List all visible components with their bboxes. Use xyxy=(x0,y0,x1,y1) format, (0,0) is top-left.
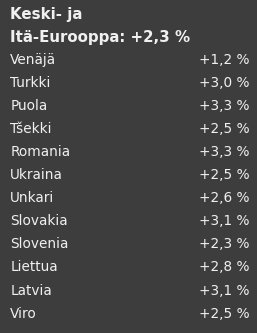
Text: +3,1 %: +3,1 % xyxy=(199,214,249,228)
Text: +2,3 %: +2,3 % xyxy=(199,237,249,251)
Text: Keski- ja: Keski- ja xyxy=(10,7,83,22)
Text: Tšekki: Tšekki xyxy=(10,122,52,136)
Text: +1,2 %: +1,2 % xyxy=(199,53,249,67)
Text: Romania: Romania xyxy=(10,145,70,159)
Text: +2,5 %: +2,5 % xyxy=(199,168,249,182)
Text: Slovakia: Slovakia xyxy=(10,214,68,228)
Text: Ukraina: Ukraina xyxy=(10,168,63,182)
Text: +2,5 %: +2,5 % xyxy=(199,122,249,136)
Text: Venäjä: Venäjä xyxy=(10,53,56,67)
Text: +2,5 %: +2,5 % xyxy=(199,307,249,321)
Text: Turkki: Turkki xyxy=(10,76,51,90)
Text: +3,0 %: +3,0 % xyxy=(199,76,249,90)
Text: Puola: Puola xyxy=(10,99,48,113)
Text: Slovenia: Slovenia xyxy=(10,237,69,251)
Text: Unkari: Unkari xyxy=(10,191,54,205)
Text: Viro: Viro xyxy=(10,307,37,321)
Text: Liettua: Liettua xyxy=(10,260,58,274)
Text: Itä-Eurooppa: +2,3 %: Itä-Eurooppa: +2,3 % xyxy=(10,30,190,45)
Text: +3,3 %: +3,3 % xyxy=(199,99,249,113)
Text: Latvia: Latvia xyxy=(10,283,52,297)
Text: +3,3 %: +3,3 % xyxy=(199,145,249,159)
Text: +3,1 %: +3,1 % xyxy=(199,283,249,297)
Text: +2,8 %: +2,8 % xyxy=(199,260,249,274)
Text: +2,6 %: +2,6 % xyxy=(199,191,249,205)
